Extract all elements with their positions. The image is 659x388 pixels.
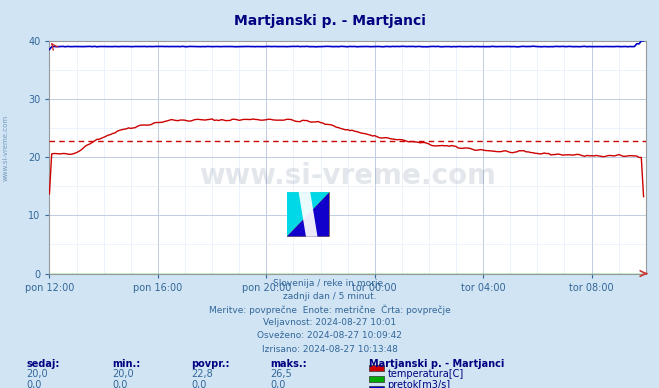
Text: min.:: min.:: [112, 359, 140, 369]
Polygon shape: [287, 192, 330, 237]
Text: sedaj:: sedaj:: [26, 359, 60, 369]
Text: www.si-vreme.com: www.si-vreme.com: [2, 114, 9, 180]
Polygon shape: [287, 192, 330, 237]
Text: www.si-vreme.com: www.si-vreme.com: [199, 162, 496, 190]
Polygon shape: [299, 192, 318, 237]
Text: 0,0: 0,0: [112, 380, 127, 388]
Text: 22,8: 22,8: [191, 369, 213, 379]
Text: 20,0: 20,0: [26, 369, 48, 379]
Text: zadnji dan / 5 minut.: zadnji dan / 5 minut.: [283, 292, 376, 301]
Text: 0,0: 0,0: [191, 380, 206, 388]
Text: Veljavnost: 2024-08-27 10:01: Veljavnost: 2024-08-27 10:01: [263, 318, 396, 327]
Text: Meritve: povprečne  Enote: metrične  Črta: povprečje: Meritve: povprečne Enote: metrične Črta:…: [209, 305, 450, 315]
Text: maks.:: maks.:: [270, 359, 307, 369]
Text: Martjanski p. - Martjanci: Martjanski p. - Martjanci: [369, 359, 504, 369]
Text: pretok[m3/s]: pretok[m3/s]: [387, 380, 451, 388]
Text: Martjanski p. - Martjanci: Martjanski p. - Martjanci: [233, 14, 426, 28]
Text: 0,0: 0,0: [26, 380, 42, 388]
Text: Slovenija / reke in morje.: Slovenija / reke in morje.: [273, 279, 386, 288]
Text: Osveženo: 2024-08-27 10:09:42: Osveženo: 2024-08-27 10:09:42: [257, 331, 402, 340]
Text: Izrisano: 2024-08-27 10:13:48: Izrisano: 2024-08-27 10:13:48: [262, 345, 397, 353]
Text: 26,5: 26,5: [270, 369, 292, 379]
Text: 0,0: 0,0: [270, 380, 285, 388]
Text: 20,0: 20,0: [112, 369, 134, 379]
Text: temperatura[C]: temperatura[C]: [387, 369, 464, 379]
Text: povpr.:: povpr.:: [191, 359, 229, 369]
